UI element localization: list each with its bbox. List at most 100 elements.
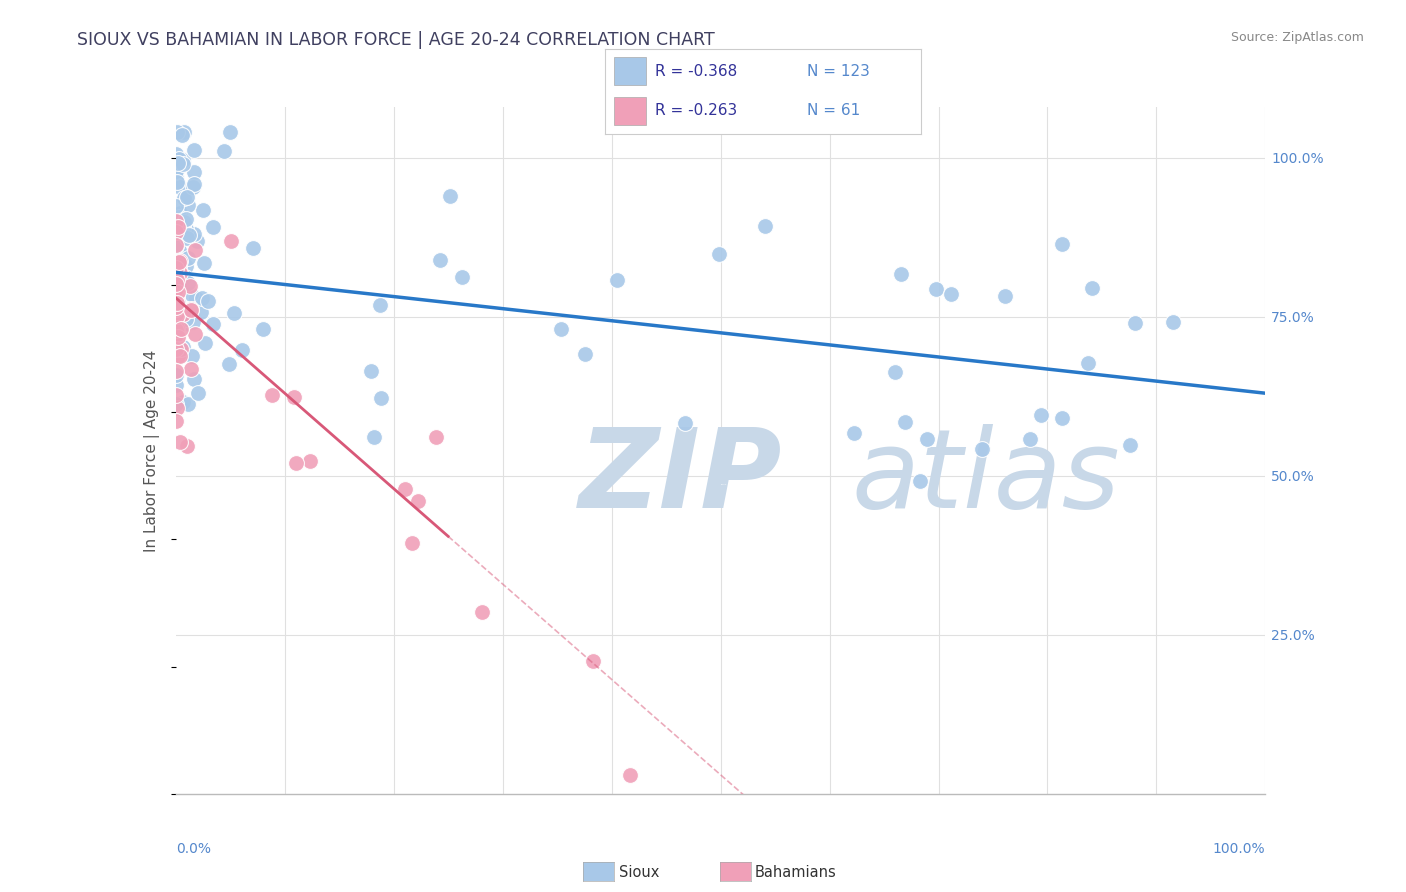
Point — [471, 605, 494, 619]
Point — [166, 281, 188, 295]
Point — [184, 327, 207, 342]
Text: R = -0.263: R = -0.263 — [655, 103, 737, 119]
Point — [165, 331, 187, 345]
Point — [166, 321, 188, 335]
Point — [165, 300, 187, 314]
Point — [174, 269, 197, 284]
Point — [169, 254, 191, 268]
Point — [184, 291, 207, 305]
Point — [165, 388, 187, 402]
Point — [166, 287, 188, 301]
Point — [169, 243, 191, 257]
Point — [166, 368, 188, 383]
Point — [172, 395, 194, 409]
Point — [166, 229, 188, 244]
Point — [165, 267, 187, 281]
Point — [169, 152, 191, 166]
Point — [174, 222, 197, 236]
Point — [166, 326, 188, 340]
Point — [166, 253, 188, 268]
Point — [408, 494, 430, 508]
Point — [166, 126, 188, 140]
Point — [197, 294, 219, 309]
Point — [176, 251, 198, 265]
Point — [167, 258, 190, 272]
Point — [191, 202, 214, 217]
Point — [166, 258, 188, 272]
Point — [166, 330, 188, 344]
Point — [166, 325, 188, 339]
Point — [167, 259, 190, 273]
Point — [165, 225, 187, 239]
Point — [167, 210, 190, 224]
Point — [167, 326, 190, 341]
Point — [165, 256, 187, 270]
Point — [166, 273, 188, 287]
Point — [165, 282, 187, 296]
Point — [166, 252, 188, 266]
Point — [177, 227, 200, 242]
Point — [165, 307, 187, 321]
Point — [172, 153, 194, 167]
Point — [169, 343, 191, 357]
Text: R = -0.368: R = -0.368 — [655, 63, 737, 78]
Point — [994, 289, 1017, 303]
Point — [173, 215, 195, 229]
Point — [166, 296, 188, 310]
Point — [201, 220, 224, 235]
Text: Source: ZipAtlas.com: Source: ZipAtlas.com — [1230, 31, 1364, 45]
Point — [169, 179, 191, 194]
Point — [1119, 438, 1142, 452]
FancyBboxPatch shape — [614, 57, 645, 86]
Point — [894, 415, 917, 429]
Point — [1123, 316, 1146, 330]
Point — [883, 365, 905, 379]
Point — [619, 768, 641, 782]
Point — [167, 294, 190, 309]
Point — [212, 144, 235, 158]
Point — [166, 219, 188, 234]
Point — [176, 231, 198, 245]
Point — [165, 169, 187, 184]
Point — [970, 442, 993, 457]
Point — [1080, 281, 1102, 295]
Point — [754, 219, 776, 233]
Point — [191, 292, 214, 306]
Point — [1161, 315, 1184, 329]
Point — [165, 364, 187, 378]
Point — [170, 215, 193, 229]
Point — [190, 305, 212, 319]
Point — [166, 235, 188, 249]
Point — [193, 256, 215, 270]
Point — [167, 330, 190, 344]
Point — [165, 164, 187, 178]
Point — [165, 310, 187, 325]
Point — [167, 277, 190, 292]
Point — [1050, 411, 1073, 425]
Point — [167, 310, 190, 325]
Point — [425, 429, 447, 443]
Point — [370, 392, 392, 406]
Point — [166, 237, 188, 252]
Point — [183, 227, 205, 242]
Point — [201, 317, 224, 331]
Point — [173, 126, 195, 140]
Point — [181, 315, 204, 329]
Point — [187, 385, 209, 400]
Y-axis label: In Labor Force | Age 20-24: In Labor Force | Age 20-24 — [143, 350, 160, 551]
Point — [183, 178, 205, 192]
Point — [165, 277, 187, 292]
Point — [165, 292, 187, 306]
Point — [218, 357, 240, 371]
Point — [166, 349, 188, 363]
Point — [925, 282, 948, 296]
Point — [450, 269, 472, 284]
FancyBboxPatch shape — [614, 96, 645, 126]
Point — [219, 126, 242, 140]
Point — [183, 165, 205, 179]
Point — [908, 474, 931, 488]
Point — [170, 128, 193, 142]
Point — [707, 247, 730, 261]
Point — [252, 322, 274, 336]
Point — [167, 156, 190, 170]
